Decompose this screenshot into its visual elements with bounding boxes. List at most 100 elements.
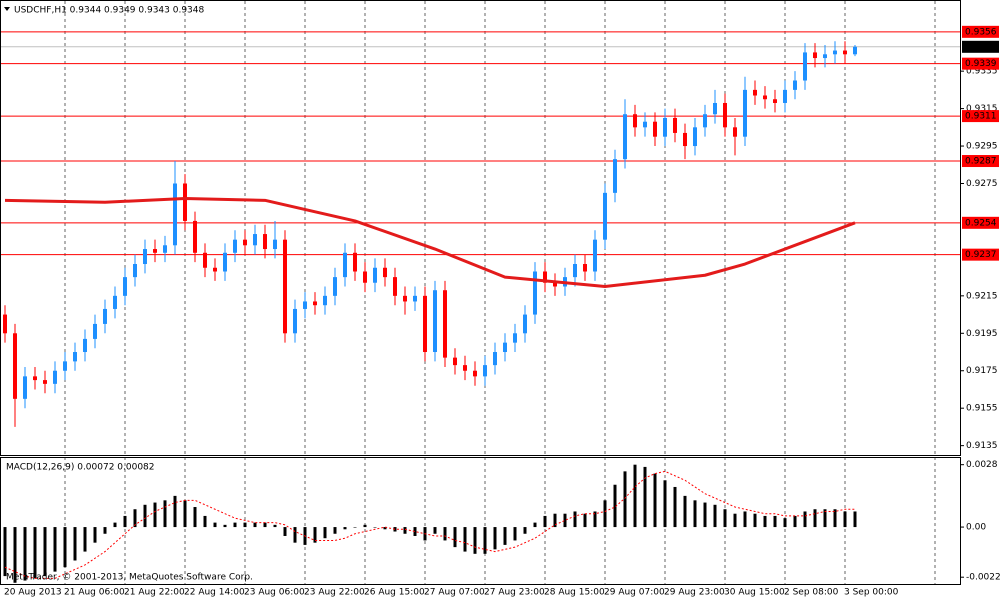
level-label: 0.9254 [965, 218, 997, 228]
macd-bar [453, 527, 457, 548]
macd-bar [293, 527, 297, 543]
level-label-box [962, 155, 999, 168]
candle-body [643, 121, 647, 128]
y-tick-label: 0.9195 [966, 329, 998, 339]
candle-body [273, 239, 277, 250]
candle-body [173, 183, 177, 246]
y-tick-label: 0.0028 [966, 460, 998, 470]
menu-arrow[interactable] [4, 7, 10, 11]
x-tick-label: 23 Aug 22:00 [304, 588, 365, 598]
candle-body [413, 295, 417, 302]
candle-body [523, 314, 527, 334]
macd-bar [203, 515, 207, 528]
level-label: 0.9287 [965, 157, 997, 167]
x-tick-label: 30 Aug 15:00 [724, 588, 785, 598]
candle-body [243, 239, 247, 246]
x-tick-label: 26 Aug 15:00 [364, 588, 425, 598]
macd-bar [483, 527, 487, 554]
candle-body [543, 271, 547, 283]
candle-body [613, 159, 617, 193]
candle-body [603, 192, 607, 240]
x-tick-label: 22 Aug 14:00 [184, 588, 245, 598]
x-tick-label: 20 Aug 2013 [4, 588, 62, 598]
macd-bar [593, 511, 597, 528]
macd-bar [223, 524, 227, 528]
macd-bar [853, 511, 857, 528]
candle-body [113, 295, 117, 309]
macd-bar [103, 527, 107, 534]
candle-body [433, 290, 437, 353]
macd-bar [843, 511, 847, 528]
macd-bar [213, 522, 217, 528]
macd-bar [743, 511, 747, 528]
candle-body [483, 365, 487, 377]
candle-body [573, 264, 577, 278]
copyright: MetaTrader, © 2001-2013, MetaQuotes Soft… [6, 573, 253, 583]
macd-bar [433, 527, 437, 534]
candle-body [103, 308, 107, 324]
macd-bar [143, 504, 147, 528]
candle-body [663, 117, 667, 137]
x-tick-label: 29 Aug 23:00 [664, 588, 725, 598]
candle-body [463, 365, 467, 371]
macd-bar [783, 518, 787, 528]
macd-bar [113, 522, 117, 528]
chart-title: USDCHF,H1 0.9344 0.9349 0.9343 0.9348 [14, 6, 204, 16]
candle-body [163, 245, 167, 253]
macd-bar [623, 471, 627, 528]
x-tick-label: 29 Aug 07:00 [604, 588, 665, 598]
macd-bar [473, 527, 477, 554]
y-tick-label: 0.9275 [966, 179, 998, 189]
macd-bar [333, 527, 337, 534]
price-panel-frame [0, 0, 961, 456]
macd-bar [463, 527, 467, 552]
macd-bar [513, 527, 517, 541]
y-tick-label: 0.9135 [966, 441, 998, 451]
candle-body [83, 338, 87, 353]
macd-bar [753, 513, 757, 528]
macd-bar [183, 500, 187, 528]
candle-body [823, 54, 827, 59]
x-tick-label: 21 Aug 22:00 [124, 588, 185, 598]
macd-bar [503, 527, 507, 545]
macd-bar [173, 495, 177, 528]
macd-bar [553, 513, 557, 528]
candle-body [753, 89, 757, 96]
macd-bar [613, 484, 617, 528]
y-tick-label: 0.9155 [966, 404, 998, 414]
macd-bar [523, 527, 527, 534]
candle-body [153, 249, 157, 253]
y-tick-label: 0.00 [966, 523, 986, 533]
macd-bar [273, 524, 277, 528]
level-label-box [962, 110, 999, 123]
macd-bar [653, 473, 657, 528]
macd-bar [443, 527, 447, 541]
current-price-label: 0.9348 [965, 42, 997, 52]
candle-body [793, 80, 797, 90]
candle-body [393, 277, 397, 296]
candle-body [93, 323, 97, 339]
candle-body [383, 267, 387, 278]
candle-body [333, 277, 337, 296]
candle-body [773, 99, 777, 103]
candle-body [43, 380, 47, 384]
macd-bar [93, 527, 97, 543]
macd-bar [323, 527, 327, 539]
candle-body [263, 234, 267, 250]
macd-bar [63, 527, 67, 568]
candle-body [33, 376, 37, 381]
y-tick-label: 0.9335 [966, 67, 998, 77]
candle-body [193, 220, 197, 253]
macd-bar [693, 500, 697, 528]
candle-body [283, 239, 287, 334]
candle-body [493, 352, 497, 366]
candle-body [183, 183, 187, 221]
macd-bar [793, 515, 797, 528]
macd-bar [663, 480, 667, 528]
candle-body [713, 102, 717, 115]
level-label: 0.9237 [965, 250, 997, 260]
y-tick-label: 0.9315 [966, 104, 998, 114]
macd-bar [683, 495, 687, 528]
moving-average [4, 196, 856, 288]
